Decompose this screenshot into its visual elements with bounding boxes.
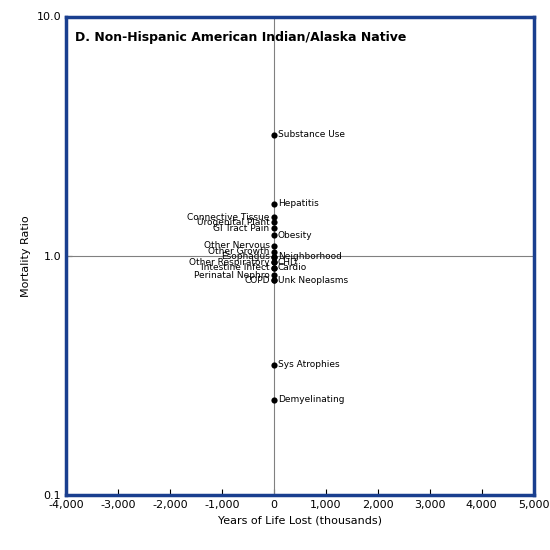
Point [270, 360, 278, 369]
Text: Sys Atrophies: Sys Atrophies [278, 360, 339, 370]
Point [270, 213, 278, 222]
Point [270, 241, 278, 250]
Point [270, 252, 278, 261]
Text: Neighborhood: Neighborhood [278, 252, 342, 261]
Point [270, 252, 278, 261]
Point [270, 258, 278, 267]
Point [270, 263, 278, 272]
X-axis label: Years of Life Lost (thousands): Years of Life Lost (thousands) [218, 515, 382, 525]
Point [270, 130, 278, 139]
Text: Hepatitis: Hepatitis [278, 199, 318, 208]
Text: Intestine Infect: Intestine Infect [201, 263, 270, 272]
Text: Unk Neoplasms: Unk Neoplasms [278, 276, 348, 285]
Point [270, 263, 278, 272]
Text: Perinatal Nephro: Perinatal Nephro [194, 271, 270, 279]
Text: Connective Tissue: Connective Tissue [187, 213, 270, 222]
Text: Esophagus: Esophagus [221, 252, 270, 261]
Text: Obesity: Obesity [278, 230, 312, 240]
Text: Other Respiratory: Other Respiratory [189, 258, 270, 267]
Text: Demyelinating: Demyelinating [278, 395, 344, 404]
Text: CHD: CHD [278, 258, 298, 267]
Point [270, 199, 278, 208]
Point [270, 276, 278, 285]
Text: Other Growth: Other Growth [208, 247, 270, 256]
Text: Other Nervous: Other Nervous [204, 241, 270, 250]
Y-axis label: Mortality Ratio: Mortality Ratio [21, 215, 31, 296]
Text: GI Tract Pain: GI Tract Pain [213, 224, 270, 233]
Point [270, 248, 278, 256]
Point [270, 276, 278, 285]
Point [270, 224, 278, 233]
Text: Substance Use: Substance Use [278, 130, 345, 139]
Text: Urogenital Plant: Urogenital Plant [197, 218, 270, 227]
Text: COPD: COPD [244, 276, 270, 285]
Text: D. Non-Hispanic American Indian/Alaska Native: D. Non-Hispanic American Indian/Alaska N… [75, 31, 407, 44]
Point [270, 218, 278, 227]
Text: Cardio: Cardio [278, 263, 307, 272]
Point [270, 395, 278, 404]
Point [270, 258, 278, 267]
Point [270, 230, 278, 239]
Point [270, 271, 278, 279]
